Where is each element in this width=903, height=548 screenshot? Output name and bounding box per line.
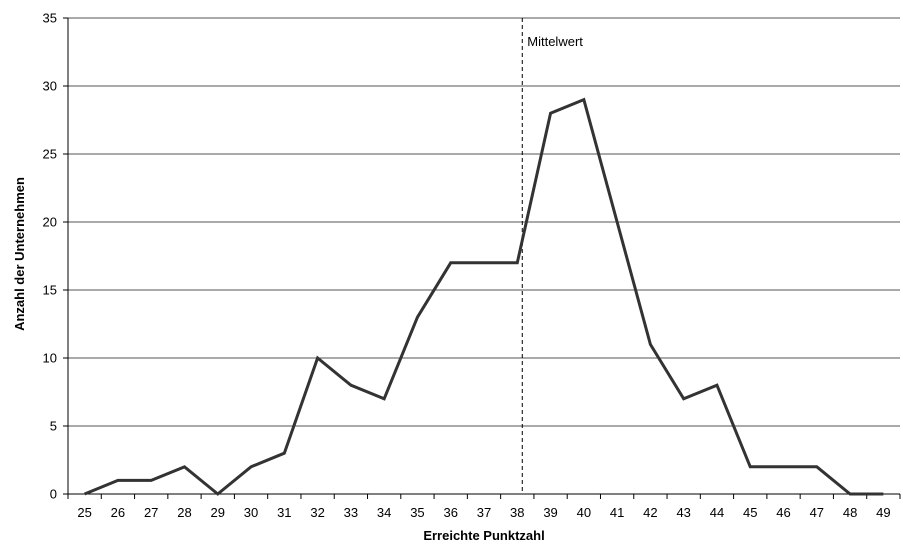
- x-tick-label-39: 39: [543, 505, 557, 520]
- axes: [63, 17, 901, 499]
- x-tick-label-47: 47: [810, 505, 824, 520]
- x-tick-label-26: 26: [111, 505, 125, 520]
- x-tick-label-25: 25: [77, 505, 91, 520]
- x-tick-label-43: 43: [676, 505, 690, 520]
- annotation-label-0: Mittelwert: [527, 34, 583, 49]
- x-tick-label-28: 28: [177, 505, 191, 520]
- y-tick-label-30: 30: [43, 79, 57, 94]
- series-line-0: [84, 97, 884, 496]
- x-tick-label-38: 38: [510, 505, 524, 520]
- x-tick-label-48: 48: [843, 505, 857, 520]
- x-tick-label-33: 33: [344, 505, 358, 520]
- y-tick-label-5: 5: [50, 419, 57, 434]
- x-tick-label-41: 41: [610, 505, 624, 520]
- y-axis-title: Anzahl der Unternehmen: [12, 177, 27, 331]
- x-tick-label-32: 32: [310, 505, 324, 520]
- y-tick-label-25: 25: [43, 147, 57, 162]
- y-tick-label-0: 0: [50, 487, 57, 502]
- x-tick-label-37: 37: [477, 505, 491, 520]
- x-tick-label-45: 45: [743, 505, 757, 520]
- x-axis-title: Erreichte Punktzahl: [423, 528, 544, 543]
- y-tick-label-20: 20: [43, 215, 57, 230]
- x-tick-label-31: 31: [277, 505, 291, 520]
- grid-lines: [68, 17, 900, 427]
- x-tick-label-42: 42: [643, 505, 657, 520]
- annotations: Mittelwert: [521, 18, 583, 494]
- x-tick-label-27: 27: [144, 505, 158, 520]
- series-layer: [84, 97, 884, 496]
- y-tick-label-10: 10: [43, 351, 57, 366]
- x-tick-label-36: 36: [443, 505, 457, 520]
- y-tick-labels: 0 5 10 15 20 25 30 35: [43, 11, 57, 502]
- x-tick-label-44: 44: [710, 505, 724, 520]
- x-tick-label-29: 29: [211, 505, 225, 520]
- y-tick-label-15: 15: [43, 283, 57, 298]
- x-tick-label-49: 49: [876, 505, 890, 520]
- x-tick-label-40: 40: [577, 505, 591, 520]
- y-tick-label-35: 35: [43, 11, 57, 26]
- x-tick-label-35: 35: [410, 505, 424, 520]
- x-tick-labels: 25 26 27 28 29 30 31 32 33 34 35 36 37 38 39 40 41 42 43 44…: [77, 505, 890, 520]
- x-tick-label-34: 34: [377, 505, 391, 520]
- x-tick-label-30: 30: [244, 505, 258, 520]
- x-tick-label-46: 46: [776, 505, 790, 520]
